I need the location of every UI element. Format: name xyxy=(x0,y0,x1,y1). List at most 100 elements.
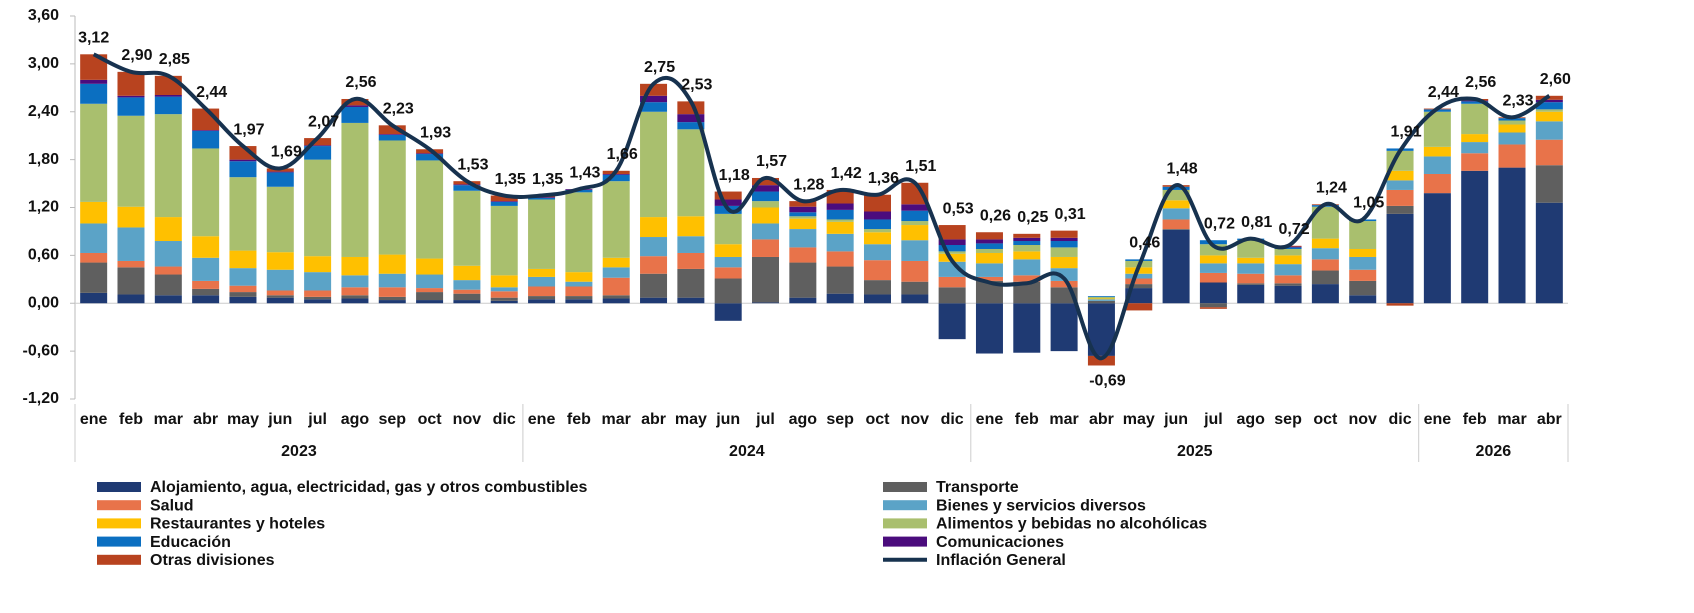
x-tick-label: jun xyxy=(715,411,740,428)
bar-segment xyxy=(304,296,332,300)
bar-segment xyxy=(1087,298,1115,300)
x-tick-label: feb xyxy=(119,411,143,428)
bar-segment xyxy=(229,296,257,304)
bar-segment xyxy=(901,281,929,295)
bar-segment xyxy=(1535,102,1563,110)
bar-segment xyxy=(490,287,518,292)
data-label: 1,66 xyxy=(607,146,638,163)
bar-segment xyxy=(938,276,966,288)
data-label: 1,69 xyxy=(271,144,302,161)
legend-label: Bienes y servicios diversos xyxy=(936,497,1146,514)
data-label: 2,07 xyxy=(308,113,339,130)
bar-segment xyxy=(416,300,444,304)
x-tick-label: feb xyxy=(567,411,591,428)
data-label: 0,72 xyxy=(1204,215,1235,232)
bar-segment xyxy=(378,300,406,304)
x-tick-label: jul xyxy=(1203,411,1223,428)
bar-segment xyxy=(1535,121,1563,140)
bar-segment xyxy=(975,232,1003,240)
data-label: 2,44 xyxy=(196,84,227,101)
legend-swatch xyxy=(97,500,141,511)
bar-segment xyxy=(975,280,1003,304)
data-label: 1,05 xyxy=(1353,195,1384,212)
bar-segment xyxy=(528,268,556,277)
bar-segment xyxy=(1199,263,1227,273)
bar-segment xyxy=(1162,200,1190,209)
bar-segment xyxy=(901,204,929,211)
bar-segment xyxy=(863,244,891,261)
y-tick-label: 3,00 xyxy=(28,55,59,72)
bar-segment xyxy=(1461,153,1489,171)
y-tick-label: -0,60 xyxy=(23,342,60,359)
x-tick-label: nov xyxy=(901,411,930,428)
bar-segment xyxy=(229,292,257,297)
bar-segment xyxy=(266,172,294,187)
bar-segment xyxy=(863,194,891,212)
bar-segment xyxy=(602,267,630,278)
bar-segment xyxy=(154,274,182,296)
bar-segment xyxy=(826,233,854,252)
bar-segment xyxy=(192,130,220,149)
data-label: 0,25 xyxy=(1017,209,1048,226)
data-label: 2,44 xyxy=(1428,84,1459,101)
bar-segment xyxy=(154,94,182,97)
data-label: 1,93 xyxy=(420,124,451,141)
bar-segment xyxy=(80,103,108,202)
bar-segment xyxy=(938,225,966,240)
x-tick-label: abr xyxy=(641,411,666,428)
bar-segment xyxy=(1461,142,1489,154)
bar-segment xyxy=(304,159,332,257)
bar-segment xyxy=(565,286,593,297)
bar-segment xyxy=(378,296,406,301)
bar-segment xyxy=(826,209,854,220)
bar-segment xyxy=(192,280,220,289)
bar-segment xyxy=(640,256,668,274)
bar-segment xyxy=(789,297,817,304)
bar-segment xyxy=(1461,134,1489,143)
data-label: 1,91 xyxy=(1390,124,1421,141)
data-label: 2,56 xyxy=(345,74,376,91)
bar-segment xyxy=(192,130,220,131)
data-label: 2,85 xyxy=(159,51,190,68)
data-label: 1,51 xyxy=(905,158,936,175)
bar-segment xyxy=(938,245,966,252)
data-label: 2,60 xyxy=(1540,71,1571,88)
bar-segment xyxy=(117,71,145,96)
bar-segment xyxy=(528,199,556,269)
bar-segment xyxy=(453,190,481,266)
bar-segment xyxy=(938,251,966,254)
bar-segment xyxy=(416,154,444,161)
bar-segment xyxy=(192,236,220,258)
bar-segment xyxy=(640,297,668,304)
bar-segment xyxy=(154,75,182,95)
bar-segment xyxy=(1013,275,1041,282)
bar-segment xyxy=(640,102,668,112)
bar-segment xyxy=(1087,355,1115,366)
bar-segment xyxy=(490,195,518,202)
bar-segment xyxy=(975,252,1003,264)
bar-segment xyxy=(826,251,854,267)
bar-segment xyxy=(1087,296,1115,299)
bar-segment xyxy=(1199,272,1227,283)
bar-segment xyxy=(1237,263,1265,274)
legend-label: Alimentos y bebidas no alcohólicas xyxy=(936,516,1207,533)
bar-segment xyxy=(490,300,518,304)
bar-segment xyxy=(1087,300,1115,304)
bar-segment xyxy=(304,146,332,160)
bar-segment xyxy=(378,254,406,274)
x-tick-label: sep xyxy=(826,411,854,428)
bar-segment xyxy=(1498,167,1526,304)
bar-segment xyxy=(192,288,220,296)
bar-segment xyxy=(1162,219,1190,230)
bar-segment xyxy=(640,217,668,238)
bar-segment xyxy=(416,292,444,301)
bar-segment xyxy=(1349,256,1377,270)
bar-segment xyxy=(1423,146,1451,157)
x-tick-label: ene xyxy=(976,411,1004,428)
bar-segment xyxy=(752,207,780,224)
bar-segment xyxy=(378,134,406,135)
x-tick-label: jun xyxy=(1163,411,1188,428)
bar-segment xyxy=(416,160,444,259)
bar-segment xyxy=(1535,165,1563,203)
data-label: 1,35 xyxy=(532,171,563,188)
